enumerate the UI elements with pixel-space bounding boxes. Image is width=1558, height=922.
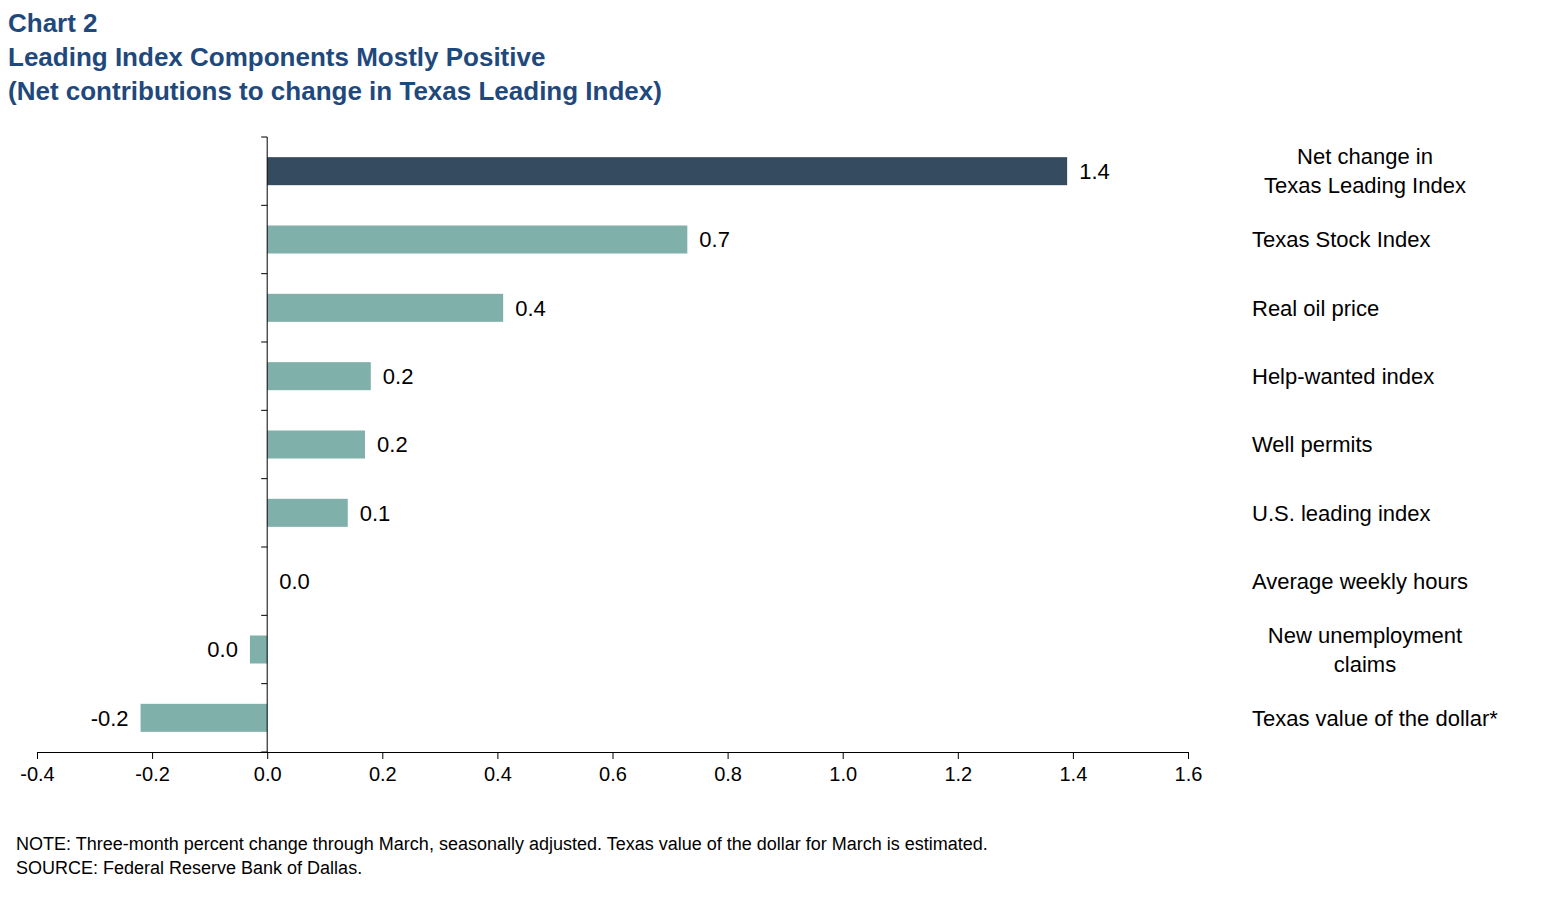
x-tick-mark [843,752,844,759]
x-tick-mark [37,752,38,759]
bars [141,157,1068,732]
x-tick-mark [613,752,614,759]
x-tick: 0.4 [484,752,512,785]
data-label: 0.1 [360,501,391,526]
x-tick-label: 0.4 [484,763,512,785]
data-label: 0.4 [515,296,546,321]
x-axis-line [38,753,1189,760]
title: Chart 2 [8,8,98,38]
x-tick: -0.2 [135,752,169,785]
bar [141,704,268,732]
category-axis [261,137,267,752]
x-tick-mark [1188,752,1189,759]
data-label: 0.2 [383,364,414,389]
x-tick-label: 0.8 [714,763,742,785]
x-tick: 1.6 [1175,752,1203,785]
x-tick-mark [728,752,729,759]
bar [267,362,371,390]
category-label: Well permits [1252,432,1373,457]
category-separator [261,683,267,684]
category-axis-line [267,137,268,752]
x-tick: 0.8 [714,752,742,785]
category-separator [261,137,267,138]
data-label: 0.0 [279,569,310,594]
x-tick-label: -0.2 [135,763,169,785]
data-label: -0.2 [91,706,129,731]
category-separator [261,410,267,411]
category-label: Net change inTexas Leading Index [1264,144,1466,198]
x-tick-label: 0.2 [369,763,397,785]
x-axis: -0.4 -0.2 0.0 0.2 0.4 0.6 0.8 1.0 1.2 1.4 1.6 [20,752,1202,785]
category-separator [261,205,267,206]
category-separator [261,615,267,616]
x-tick-mark [958,752,959,759]
category-label: Average weekly hours [1252,569,1468,594]
x-tick-mark [1073,752,1074,759]
bar [250,635,267,663]
bar [267,430,365,458]
note: NOTE: Three-month percent change through… [16,834,988,854]
x-tick: 1.4 [1059,752,1087,785]
bar [267,157,1067,185]
category-separator [261,547,267,548]
data-label: 0.2 [377,432,408,457]
category-label: U.S. leading index [1252,501,1431,526]
x-tick: 0.6 [599,752,627,785]
x-tick-label: 0.6 [599,763,627,785]
category-label: Help-wanted index [1252,364,1434,389]
note: SOURCE: Federal Reserve Bank of Dallas. [16,858,362,878]
bar [267,294,503,322]
x-tick: 0.2 [369,752,397,785]
category-label: Real oil price [1252,296,1379,321]
x-tick-label: -0.4 [20,763,54,785]
x-tick-mark [497,752,498,759]
x-tick: 1.0 [829,752,857,785]
x-tick: -0.4 [20,752,54,785]
bar [267,225,687,253]
category-label: Texas Stock Index [1252,227,1431,252]
x-tick: 0.0 [254,752,282,785]
bar [267,499,348,527]
subtitle: (Net contributions to change in Texas Le… [8,76,662,106]
data-label: 0.7 [699,227,730,252]
x-tick-label: 1.2 [944,763,972,785]
category-label: Texas value of the dollar* [1252,706,1498,731]
x-tick-label: 1.4 [1059,763,1087,785]
x-tick-label: 1.0 [829,763,857,785]
data-label: 1.4 [1079,159,1110,184]
x-tick-label: 0.0 [254,763,282,785]
data-labels: 1.4 0.7 0.4 0.2 0.2 0.1 0.0 0.0 -0.2 [91,159,1110,731]
subtitle: Leading Index Components Mostly Positive [8,42,545,72]
chart: Chart 2 Leading Index Components Mostly P… [0,0,1558,922]
category-separator [261,342,267,343]
x-tick-mark [152,752,153,759]
category-separator [261,478,267,479]
category-labels: Net change inTexas Leading Index Texas St… [1252,144,1498,730]
category-separator [261,273,267,274]
x-tick-label: 1.6 [1175,763,1203,785]
data-label: 0.0 [207,637,238,662]
x-tick-mark [267,752,268,759]
x-tick-mark [382,752,383,759]
x-tick: 1.2 [944,752,972,785]
category-label: New unemploymentclaims [1268,623,1462,677]
